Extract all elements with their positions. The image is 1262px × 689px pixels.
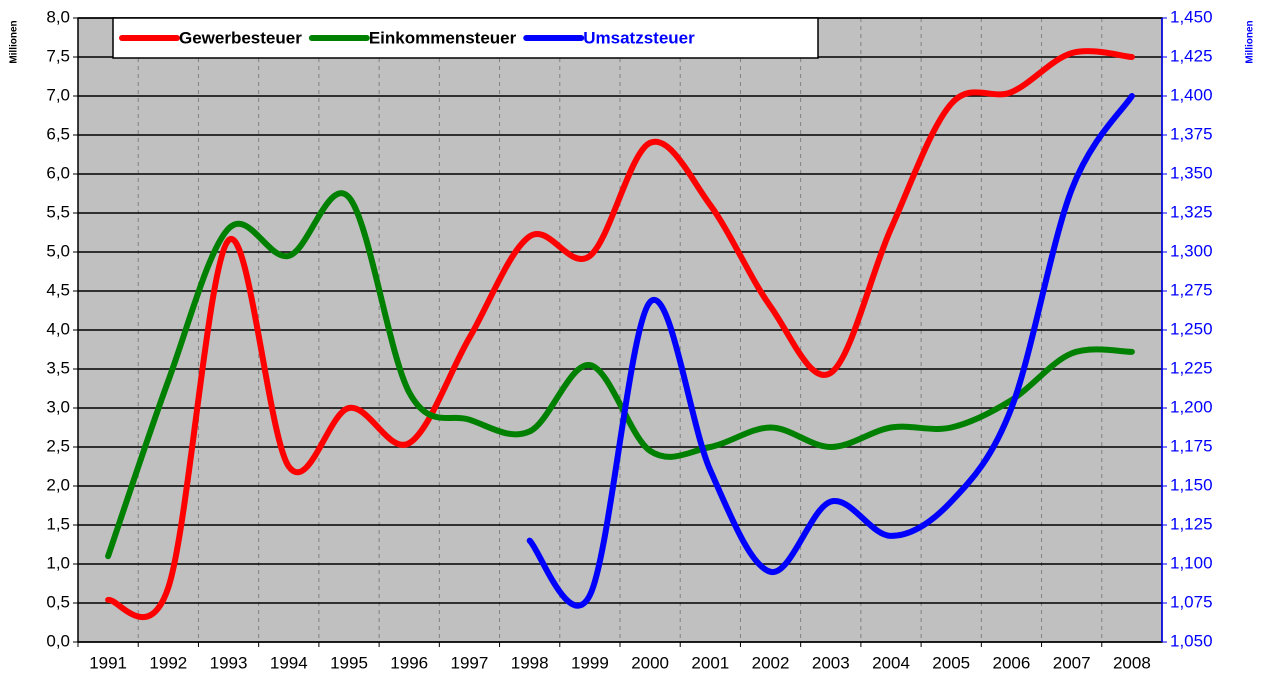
x-tick-label: 1992 (149, 653, 187, 672)
y2-tick-label: 1,200 (1170, 397, 1213, 416)
x-tick-label: 1993 (210, 653, 248, 672)
y2-tick-label: 1,450 (1170, 7, 1213, 26)
y2-tick-label: 1,400 (1170, 85, 1213, 104)
y-tick-label: 3,5 (46, 358, 70, 377)
y-tick-label: 4,0 (46, 319, 70, 338)
x-tick-label: 2000 (631, 653, 669, 672)
series-line (526, 93, 1135, 609)
x-tick-label: 1997 (451, 653, 489, 672)
x-tick-label: 2005 (932, 653, 970, 672)
y2-tick-label: 1,175 (1170, 436, 1213, 455)
legend-box (112, 17, 819, 59)
y2-tick-label: 1,100 (1170, 553, 1213, 572)
y2-tick-label: 1,225 (1170, 358, 1213, 377)
x-tick-label: 2007 (1053, 653, 1091, 672)
x-tick-label: 2008 (1113, 653, 1151, 672)
series-line (105, 190, 1135, 560)
y-tick-label: 2,5 (46, 436, 70, 455)
y2-axis-label: Millionen (1245, 20, 1256, 63)
y-tick-label: 1,5 (46, 514, 70, 533)
y-tick-label: 5,0 (46, 241, 70, 260)
y-tick-label: 7,5 (46, 46, 70, 65)
y2-tick-label: 1,325 (1170, 202, 1213, 221)
y2-tick-label: 1,050 (1170, 631, 1213, 650)
y2-tick-label: 1,150 (1170, 475, 1213, 494)
x-tick-label: 2003 (812, 653, 850, 672)
legend: Gewerbesteuer Einkommensteuer Umsatzsteuer (112, 17, 819, 59)
y-tick-label: 8,0 (46, 7, 70, 26)
x-tick-label: 1994 (270, 653, 308, 672)
y-tick-label: 7,0 (46, 85, 70, 104)
y-tick-label: 4,5 (46, 280, 70, 299)
legend-label: Einkommensteuer (369, 28, 517, 47)
y-tick-label: 3,0 (46, 397, 70, 416)
y2-tick-label: 1,300 (1170, 241, 1213, 260)
y-tick-label: 6,5 (46, 124, 70, 143)
x-tick-label: 1995 (330, 653, 368, 672)
y2-tick-label: 1,375 (1170, 124, 1213, 143)
y-tick-label: 0,5 (46, 592, 70, 611)
y-axis-label: Millionen (9, 20, 20, 63)
y2-tick-label: 1,275 (1170, 280, 1213, 299)
y-tick-label: 1,0 (46, 553, 70, 572)
x-tick-label: 2002 (752, 653, 790, 672)
y2-tick-label: 1,075 (1170, 592, 1213, 611)
series-line (105, 48, 1135, 620)
x-tick-label: 1996 (390, 653, 428, 672)
x-tick-label: 2001 (691, 653, 729, 672)
y2-tick-label: 1,425 (1170, 46, 1213, 65)
y-tick-label: 0,0 (46, 631, 70, 650)
x-tick-label: 2004 (872, 653, 910, 672)
y2-tick-label: 1,250 (1170, 319, 1213, 338)
x-tick-label: 1991 (89, 653, 127, 672)
legend-label: Umsatzsteuer (583, 28, 695, 47)
y2-tick-label: 1,125 (1170, 514, 1213, 533)
y-tick-label: 2,0 (46, 475, 70, 494)
y2-tick-label: 1,350 (1170, 163, 1213, 182)
x-tick-label: 1999 (571, 653, 609, 672)
x-tick-label: 1998 (511, 653, 549, 672)
legend-label: Gewerbesteuer (179, 28, 302, 47)
y-tick-label: 5,5 (46, 202, 70, 221)
x-tick-label: 2006 (993, 653, 1031, 672)
y-tick-label: 6,0 (46, 163, 70, 182)
